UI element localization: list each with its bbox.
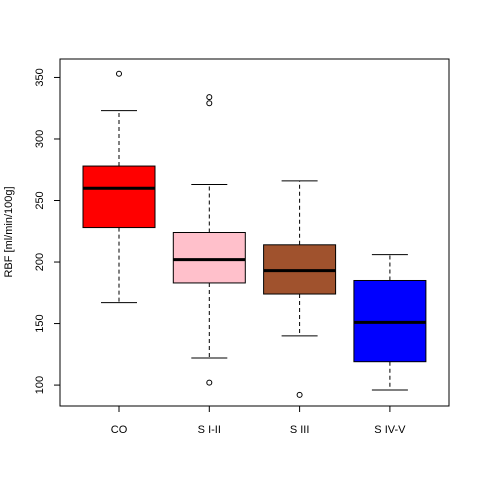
box-s-i-ii: [172, 94, 246, 386]
outlier-point: [116, 70, 122, 77]
y-axis-title: RBF [ml/min/100g]: [3, 186, 15, 277]
y-axis: 100 150 200 250 300 350: [34, 68, 61, 394]
x-tick-label: S IV-V: [374, 424, 406, 436]
y-tick-label: 150: [34, 314, 46, 332]
outlier-point: [296, 391, 303, 398]
x-tick-label: S I-II: [198, 424, 221, 436]
box-group: [82, 70, 427, 398]
x-tick-label: CO: [111, 424, 128, 436]
box-rect: [82, 165, 156, 229]
y-tick-label: 250: [34, 191, 46, 209]
outlier-point: [206, 379, 213, 386]
x-tick-label: S III: [290, 424, 310, 436]
box-s-iii: [263, 180, 337, 398]
y-tick-label: 200: [34, 253, 46, 271]
x-axis: CO S I-II S III S IV-V: [111, 405, 406, 436]
outlier-point: [206, 100, 213, 107]
y-tick-label: 300: [34, 130, 46, 148]
y-tick-label: 100: [34, 376, 46, 394]
box-s-iv-v: [353, 254, 427, 391]
outlier-point: [206, 94, 213, 101]
y-tick-label: 350: [34, 68, 46, 86]
box-rect: [172, 232, 246, 284]
box-co: [82, 70, 156, 304]
